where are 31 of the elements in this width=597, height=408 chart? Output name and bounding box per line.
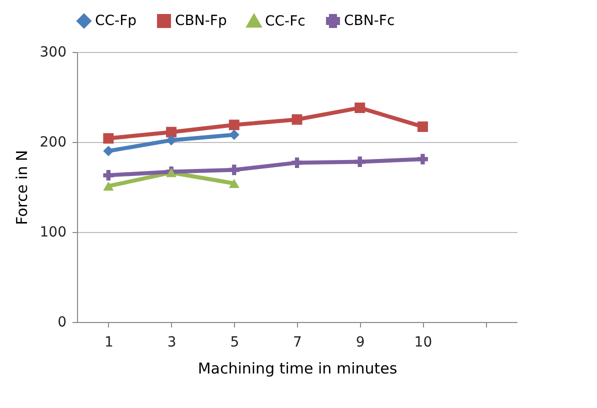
point [292, 114, 302, 125]
x-tick-label: 1 [104, 334, 114, 350]
x-tick-label: 3 [167, 334, 176, 350]
point [292, 157, 302, 168]
legend-label: CC-Fp [95, 13, 137, 29]
point [354, 156, 366, 168]
point [228, 120, 240, 130]
y-tick-label: 0 [58, 314, 66, 330]
point [103, 170, 114, 181]
y-tick-label: 100 [40, 224, 66, 240]
point [417, 154, 428, 164]
x-tick-label: 7 [293, 334, 302, 350]
point [228, 164, 240, 176]
point [228, 130, 240, 140]
y-tick-label: 200 [40, 134, 66, 150]
point [228, 178, 240, 188]
x-axis-title: Machining time in minutes [198, 360, 398, 378]
point [103, 182, 114, 191]
x-tick-label: 5 [230, 334, 240, 350]
legend-label: CBN-Fp [175, 13, 227, 29]
legend-label: CBN-Fc [344, 13, 395, 29]
point [103, 146, 114, 156]
legend-label: CC-Fc [265, 13, 306, 30]
x-tick-label: 10 [414, 334, 432, 350]
point [166, 126, 177, 138]
point [417, 121, 428, 132]
x-tick-label: 9 [356, 334, 365, 350]
y-axis-title: Force in N [12, 150, 31, 226]
y-tick-label: 300 [40, 44, 66, 60]
point [354, 102, 366, 114]
point [103, 133, 114, 144]
